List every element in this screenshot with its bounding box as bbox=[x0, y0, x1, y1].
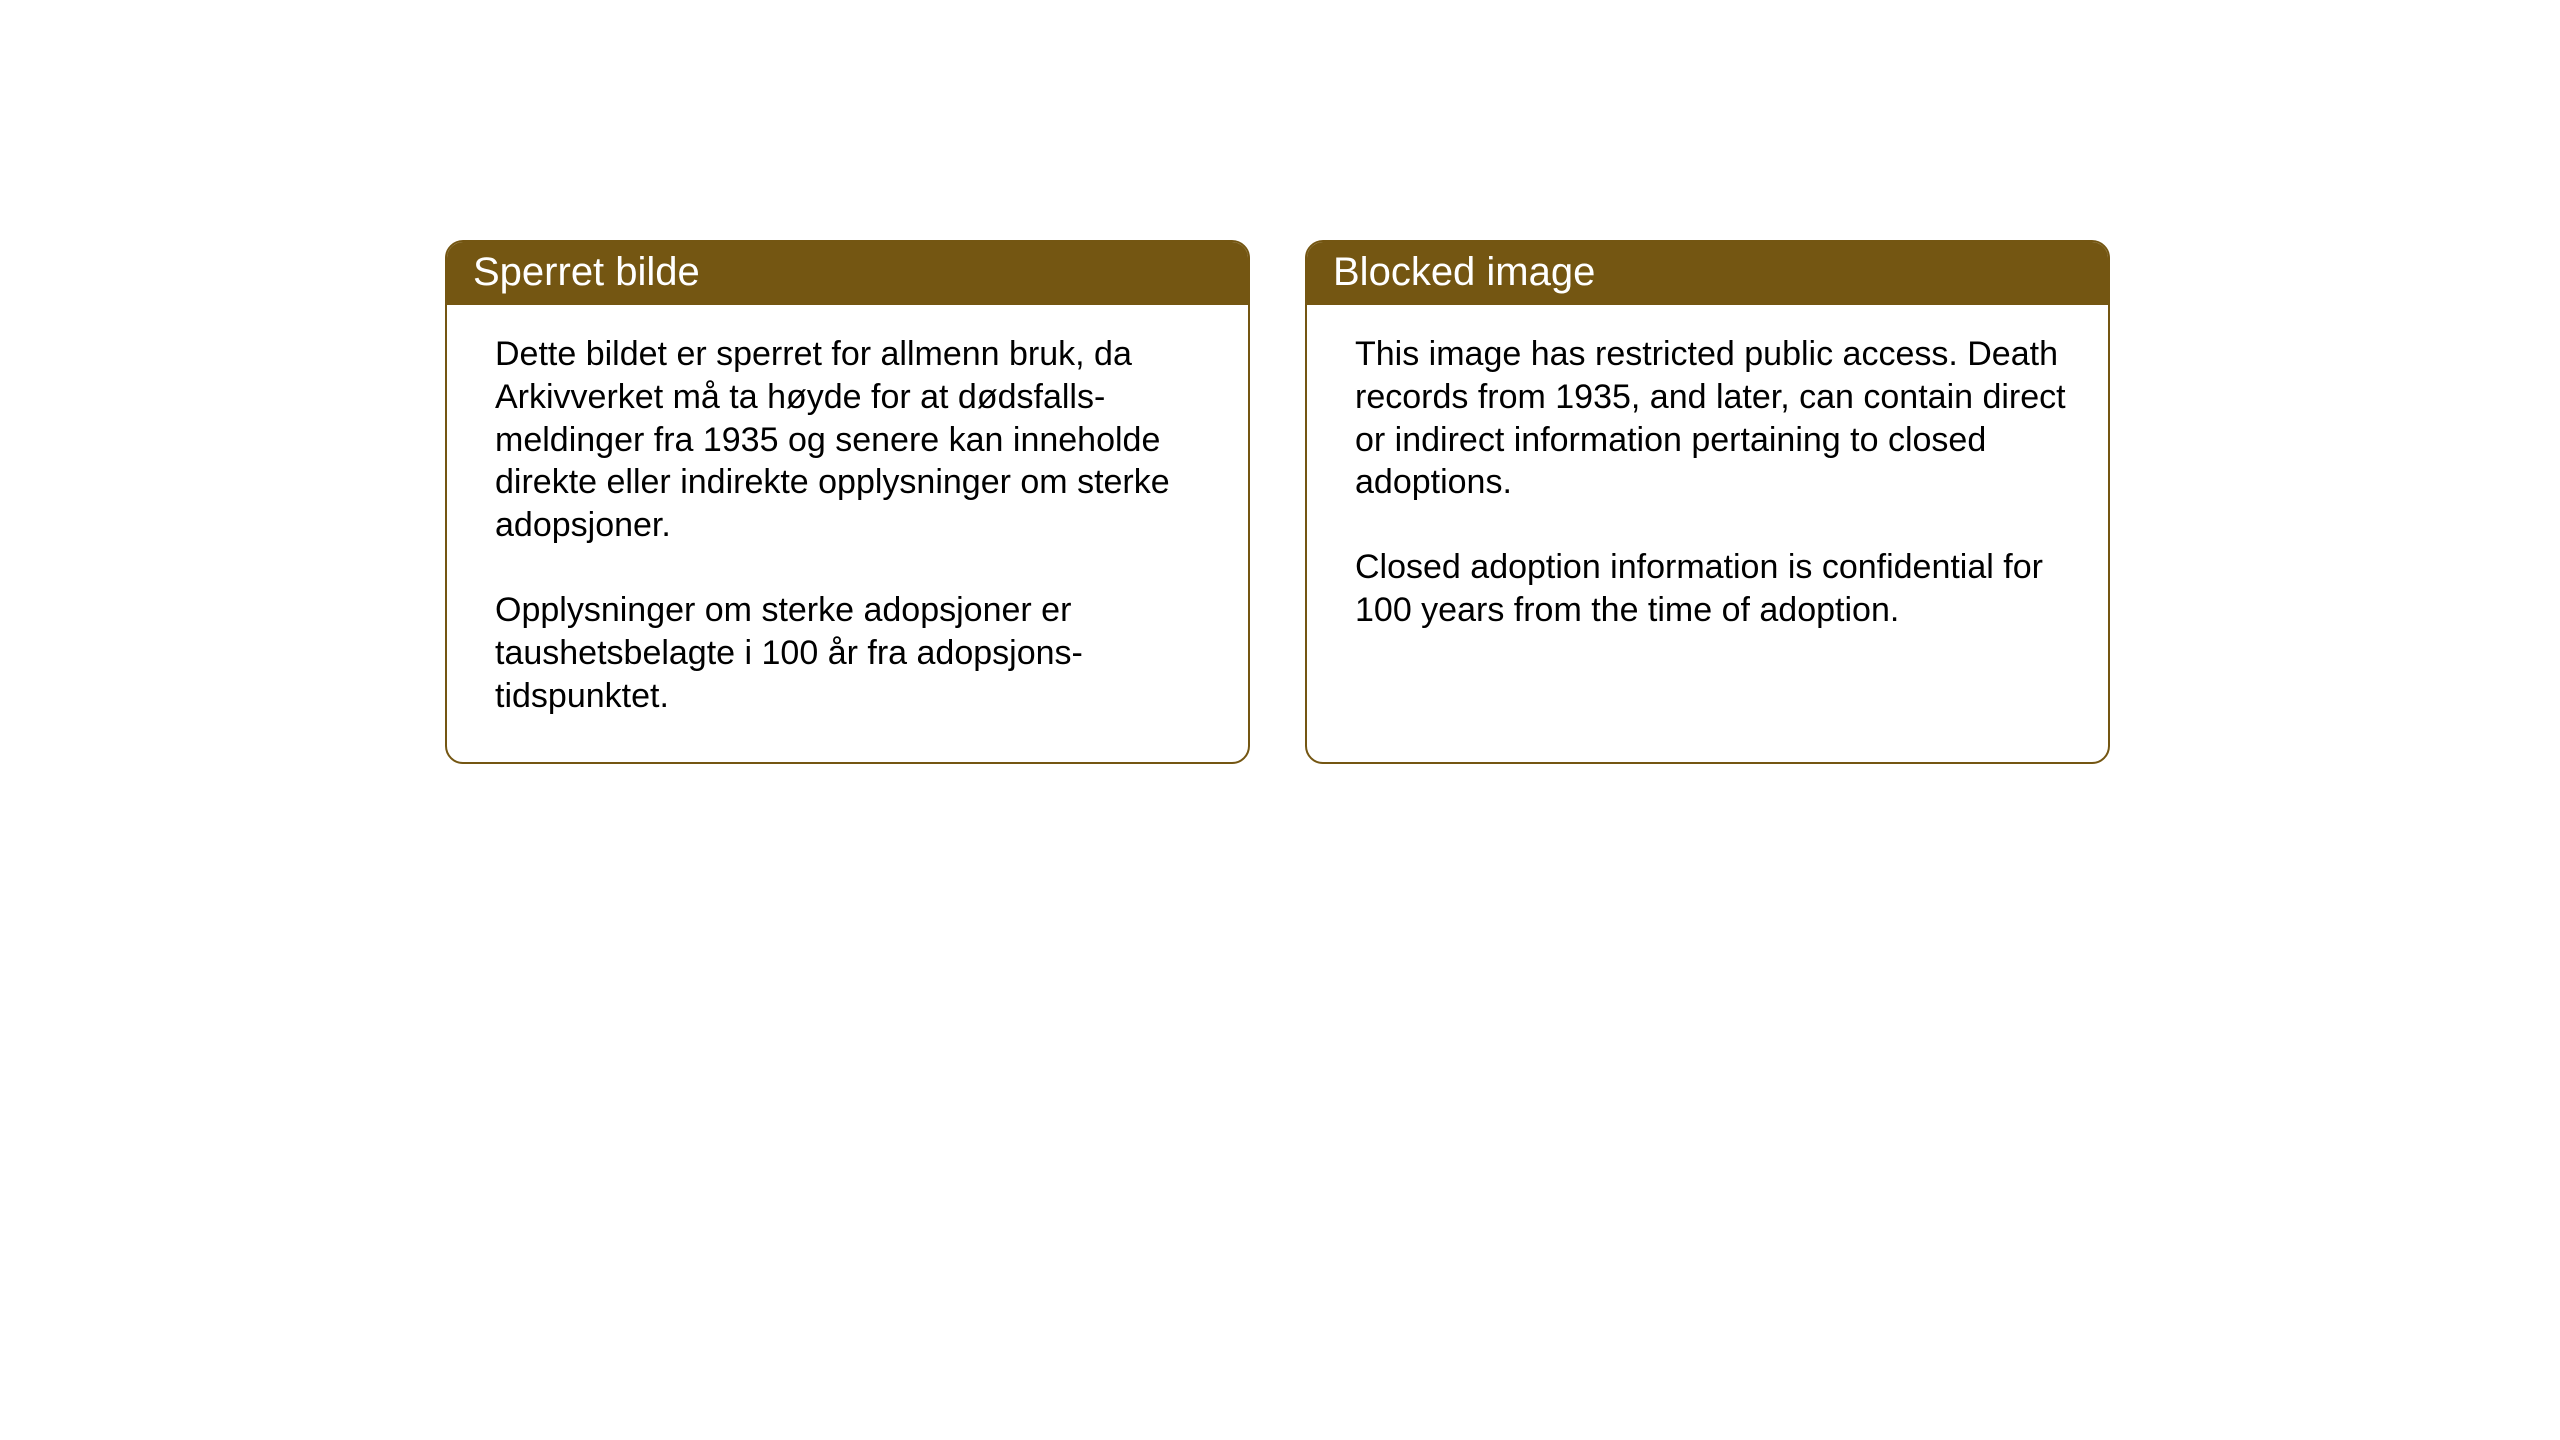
notice-paragraph: Opplysninger om sterke adopsjoner er tau… bbox=[495, 589, 1206, 717]
notice-body: Dette bildet er sperret for allmenn bruk… bbox=[447, 305, 1248, 762]
notice-paragraph: This image has restricted public access.… bbox=[1355, 333, 2066, 504]
notice-container: Sperret bilde Dette bildet er sperret fo… bbox=[445, 240, 2560, 764]
notice-paragraph: Closed adoption information is confident… bbox=[1355, 546, 2066, 632]
notice-box-english: Blocked image This image has restricted … bbox=[1305, 240, 2110, 764]
notice-box-norwegian: Sperret bilde Dette bildet er sperret fo… bbox=[445, 240, 1250, 764]
notice-header: Sperret bilde bbox=[447, 242, 1248, 305]
notice-paragraph: Dette bildet er sperret for allmenn bruk… bbox=[495, 333, 1206, 547]
notice-body: This image has restricted public access.… bbox=[1307, 305, 2108, 676]
notice-header: Blocked image bbox=[1307, 242, 2108, 305]
